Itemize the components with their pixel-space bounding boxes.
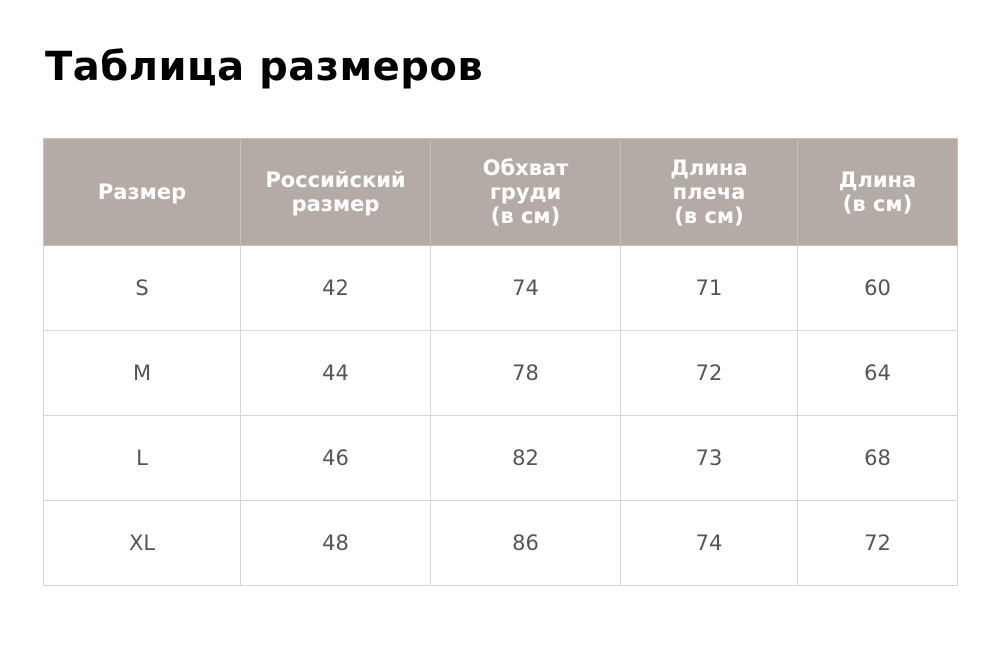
header-line: Российский	[265, 168, 406, 192]
table-cell: L	[43, 415, 241, 501]
header-line: груди	[489, 180, 562, 204]
header-line: (в см)	[490, 204, 561, 228]
header-cell: Длина (в см)	[797, 138, 958, 246]
table-cell: 71	[620, 245, 798, 331]
header-cell: Российский размер	[240, 138, 431, 246]
header-line: (в см)	[842, 192, 913, 216]
header-line: Размер	[97, 180, 187, 204]
header-cell: Размер	[43, 138, 241, 246]
header-line: плеча	[672, 180, 746, 204]
table-row: S 42 74 71 60	[43, 245, 958, 331]
table-row: XL 48 86 74 72	[43, 500, 958, 586]
table-row: M 44 78 72 64	[43, 330, 958, 416]
page-title: Таблица размеров	[45, 44, 484, 90]
table-cell: 86	[430, 500, 621, 586]
table-cell: 74	[620, 500, 798, 586]
table-cell: 78	[430, 330, 621, 416]
header-line: Длина	[670, 156, 748, 180]
table-cell: 82	[430, 415, 621, 501]
header-line: (в см)	[674, 204, 744, 228]
table-cell: 68	[797, 415, 958, 501]
header-cell: Длина плеча (в см)	[620, 138, 798, 246]
table-cell: M	[43, 330, 241, 416]
table-cell: 72	[797, 500, 958, 586]
table-row: L 46 82 73 68	[43, 415, 958, 501]
table-cell: 74	[430, 245, 621, 331]
table-cell: 48	[240, 500, 431, 586]
header-row: Размер Российский размер Обхват груди (в см) Д…	[43, 138, 958, 246]
table-cell: 46	[240, 415, 431, 501]
header-line: Обхват	[482, 156, 569, 180]
table-cell: 60	[797, 245, 958, 331]
table-cell: 64	[797, 330, 958, 416]
table-cell: 72	[620, 330, 798, 416]
table-cell: 42	[240, 245, 431, 331]
table-cell: 44	[240, 330, 431, 416]
table-cell: S	[43, 245, 241, 331]
table-cell: 73	[620, 415, 798, 501]
header-cell: Обхват груди (в см)	[430, 138, 621, 246]
header-line: размер	[291, 192, 380, 216]
table-body: S 42 74 71 60 M 44 78 72 64 L 46 82 73 68 XL 48 86 74 72	[43, 245, 958, 586]
size-table: Размер Российский размер Обхват груди (в см) Д…	[43, 138, 958, 586]
table-cell: XL	[43, 500, 241, 586]
header-line: Длина	[838, 168, 917, 192]
